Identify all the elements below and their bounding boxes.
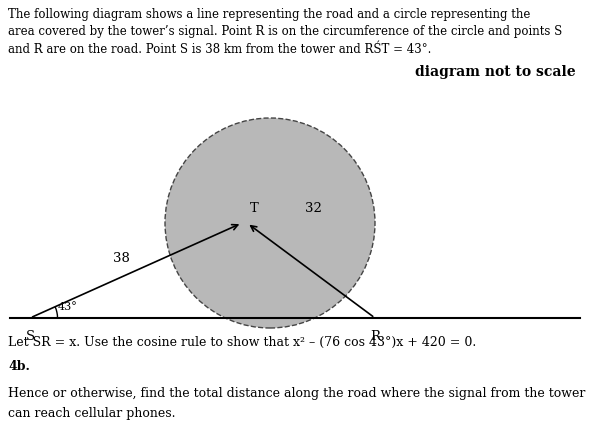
- Text: 38: 38: [113, 253, 130, 265]
- Text: The following diagram shows a line representing the road and a circle representi: The following diagram shows a line repre…: [8, 8, 530, 21]
- Circle shape: [165, 118, 375, 328]
- Text: can reach cellular phones.: can reach cellular phones.: [8, 407, 176, 419]
- Text: diagram not to scale: diagram not to scale: [415, 65, 576, 80]
- Text: Hence or otherwise, find the total distance along the road where the signal from: Hence or otherwise, find the total dista…: [8, 387, 585, 400]
- Text: S: S: [25, 330, 35, 343]
- Text: Let SR = x. Use the cosine rule to show that x² – (76 cos 43°)x + 420 = 0.: Let SR = x. Use the cosine rule to show …: [8, 336, 476, 349]
- Text: and R are on the road. Point S is 38 km from the tower and RŚT = 43°.: and R are on the road. Point S is 38 km …: [8, 43, 431, 56]
- Text: 43°: 43°: [58, 302, 78, 312]
- Text: R: R: [370, 330, 380, 343]
- Text: 4b.: 4b.: [8, 360, 30, 374]
- Text: 32: 32: [305, 202, 322, 215]
- Text: T: T: [250, 202, 259, 215]
- Text: area covered by the tower’s signal. Point R is on the circumference of the circl: area covered by the tower’s signal. Poin…: [8, 26, 562, 39]
